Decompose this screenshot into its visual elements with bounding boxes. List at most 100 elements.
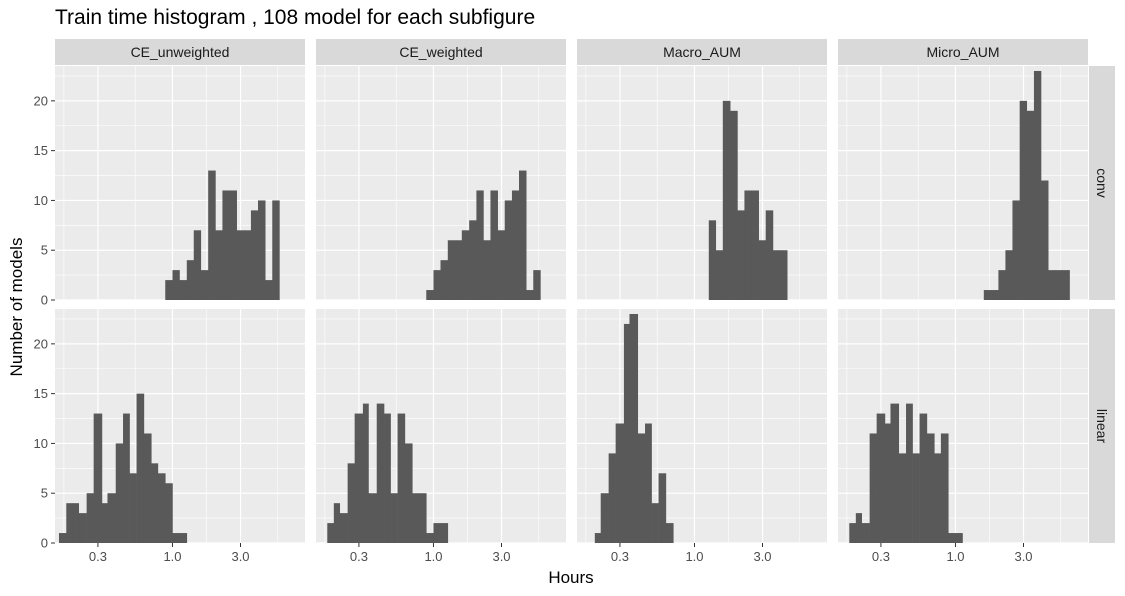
histogram-bar [926,433,935,543]
histogram-bar [440,260,449,300]
histogram-bar [758,240,767,300]
histogram-bar [772,250,781,300]
histogram-bar [955,533,963,543]
histogram-bar [1041,180,1049,300]
y-tick-label: 20 [34,93,48,108]
histogram-bar [179,533,188,543]
histogram-bar [906,403,913,543]
histogram-bar [912,453,920,543]
panel-linear-ce-unweighted [55,309,305,544]
histogram-bar [412,493,420,543]
column-strip-label: CE_weighted [399,44,482,60]
x-tick-label: 3.0 [1014,549,1032,564]
histogram-bar [533,270,541,300]
histogram-bar [418,493,427,543]
histogram-bar [861,523,870,543]
histogram-bar [876,413,886,543]
histogram-bar [236,230,245,300]
histogram-bar [869,433,877,543]
histogram-bar [107,493,117,543]
histogram-bar [983,290,992,300]
histogram-bar [165,280,173,300]
histogram-bar [368,493,378,543]
y-tick-label: 5 [41,486,48,501]
histogram-bar [730,110,738,301]
row-strip-label: conv [1094,168,1110,198]
histogram-bar [1005,250,1013,300]
panel-linear-micro-aum [838,309,1088,544]
histogram-bar [347,463,355,543]
histogram-bar [327,523,335,543]
histogram-bar [78,513,87,543]
histogram-bar [744,190,752,300]
y-tick-label: 20 [34,336,48,351]
histogram-bar [243,230,252,300]
y-tick-label: 0 [41,293,48,308]
x-tick-label: 1.0 [163,549,181,564]
x-tick-label: 0.3 [872,549,890,564]
y-tick-label: 10 [34,193,48,208]
histogram-bar [58,533,67,543]
panel-linear-macro-aum [577,309,827,544]
histogram-bar [136,393,145,543]
x-tick-label: 0.3 [611,549,629,564]
histogram-bar [93,413,103,543]
histogram-bar [665,523,674,543]
column-strip-ce-unweighted [55,39,305,65]
histogram-bar [426,533,434,543]
histogram-bar [919,413,928,543]
x-axis-title: Hours [548,568,593,587]
histogram-bar [765,210,774,300]
column-strip-micro-aum [838,39,1088,65]
histogram-bar [265,280,273,300]
histogram-bar [504,200,513,300]
histogram-bar [461,230,470,300]
histogram-bar [898,453,907,543]
histogram-bar [934,453,942,543]
histogram-bar [594,533,602,543]
histogram-bar [397,413,406,543]
histogram-bar [215,230,223,300]
histogram-bar [208,170,216,300]
histogram-bar [476,190,484,300]
facet-grid: CE_unweighted CE_weighted Macro_AUM Micro_A… [34,39,1115,564]
histogram-bar [143,433,152,543]
histogram-bar [511,190,520,300]
histogram-bar [86,493,94,543]
histogram-bar [404,443,413,543]
histogram-bar [1033,70,1042,300]
histogram-bar [526,290,534,300]
histogram-bar [637,433,646,543]
panel-conv-micro-aum [838,66,1088,301]
x-tick-label: 3.0 [753,549,771,564]
histogram-bar [651,503,659,543]
x-tick-label: 1.0 [685,549,703,564]
histogram-bar [890,403,900,543]
column-strip-label: Macro_AUM [663,44,741,60]
histogram-bar [615,423,625,543]
histogram-bar [193,230,202,300]
histogram-bar [645,423,652,543]
histogram-bar [129,473,137,543]
histogram-bar [433,523,441,543]
y-tick-label: 0 [41,536,48,551]
histogram-bar [629,313,639,543]
histogram-bar [1048,270,1056,300]
histogram-bar [483,240,491,300]
histogram-bar [497,230,506,300]
panel-conv-ce-unweighted [55,66,305,301]
y-tick-label: 15 [34,386,48,401]
histogram-bar [250,210,259,300]
histogram-bar [948,533,956,543]
histogram-bar [884,423,891,543]
y-tick-label: 10 [34,436,48,451]
histogram-bar [229,190,237,300]
histogram-bar [333,503,341,543]
histogram-bar [780,250,788,300]
histogram-bar [200,270,209,300]
histogram-bar [186,260,195,300]
panel-conv-ce-weighted [316,66,566,301]
x-tick-label: 3.0 [492,549,510,564]
histogram-bar [172,533,180,543]
histogram-bar [469,220,477,300]
